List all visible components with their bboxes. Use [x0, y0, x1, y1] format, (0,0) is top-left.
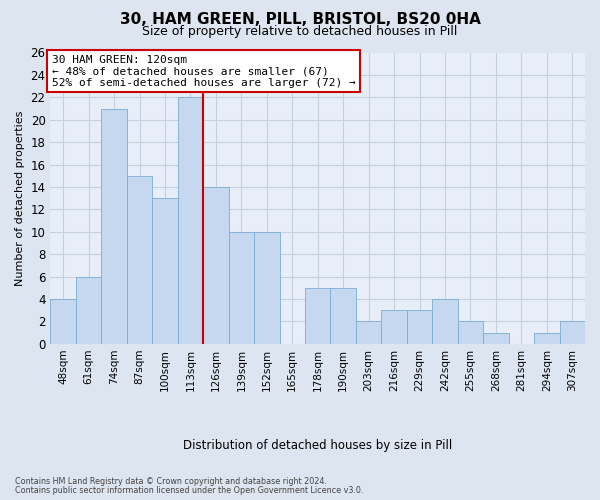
- Text: Contains HM Land Registry data © Crown copyright and database right 2024.: Contains HM Land Registry data © Crown c…: [15, 477, 327, 486]
- Bar: [229, 232, 254, 344]
- Bar: [76, 276, 101, 344]
- Bar: [458, 322, 483, 344]
- X-axis label: Distribution of detached houses by size in Pill: Distribution of detached houses by size …: [183, 440, 452, 452]
- Bar: [254, 232, 280, 344]
- Bar: [560, 322, 585, 344]
- Text: Size of property relative to detached houses in Pill: Size of property relative to detached ho…: [142, 25, 458, 38]
- Bar: [203, 187, 229, 344]
- Bar: [152, 198, 178, 344]
- Bar: [534, 332, 560, 344]
- Bar: [305, 288, 331, 344]
- Bar: [407, 310, 432, 344]
- Bar: [101, 108, 127, 344]
- Bar: [178, 98, 203, 344]
- Bar: [127, 176, 152, 344]
- Text: 30 HAM GREEN: 120sqm
← 48% of detached houses are smaller (67)
52% of semi-detac: 30 HAM GREEN: 120sqm ← 48% of detached h…: [52, 54, 355, 88]
- Bar: [50, 299, 76, 344]
- Y-axis label: Number of detached properties: Number of detached properties: [15, 110, 25, 286]
- Bar: [382, 310, 407, 344]
- Text: Contains public sector information licensed under the Open Government Licence v3: Contains public sector information licen…: [15, 486, 364, 495]
- Bar: [483, 332, 509, 344]
- Bar: [432, 299, 458, 344]
- Bar: [356, 322, 382, 344]
- Text: 30, HAM GREEN, PILL, BRISTOL, BS20 0HA: 30, HAM GREEN, PILL, BRISTOL, BS20 0HA: [119, 12, 481, 28]
- Bar: [331, 288, 356, 344]
